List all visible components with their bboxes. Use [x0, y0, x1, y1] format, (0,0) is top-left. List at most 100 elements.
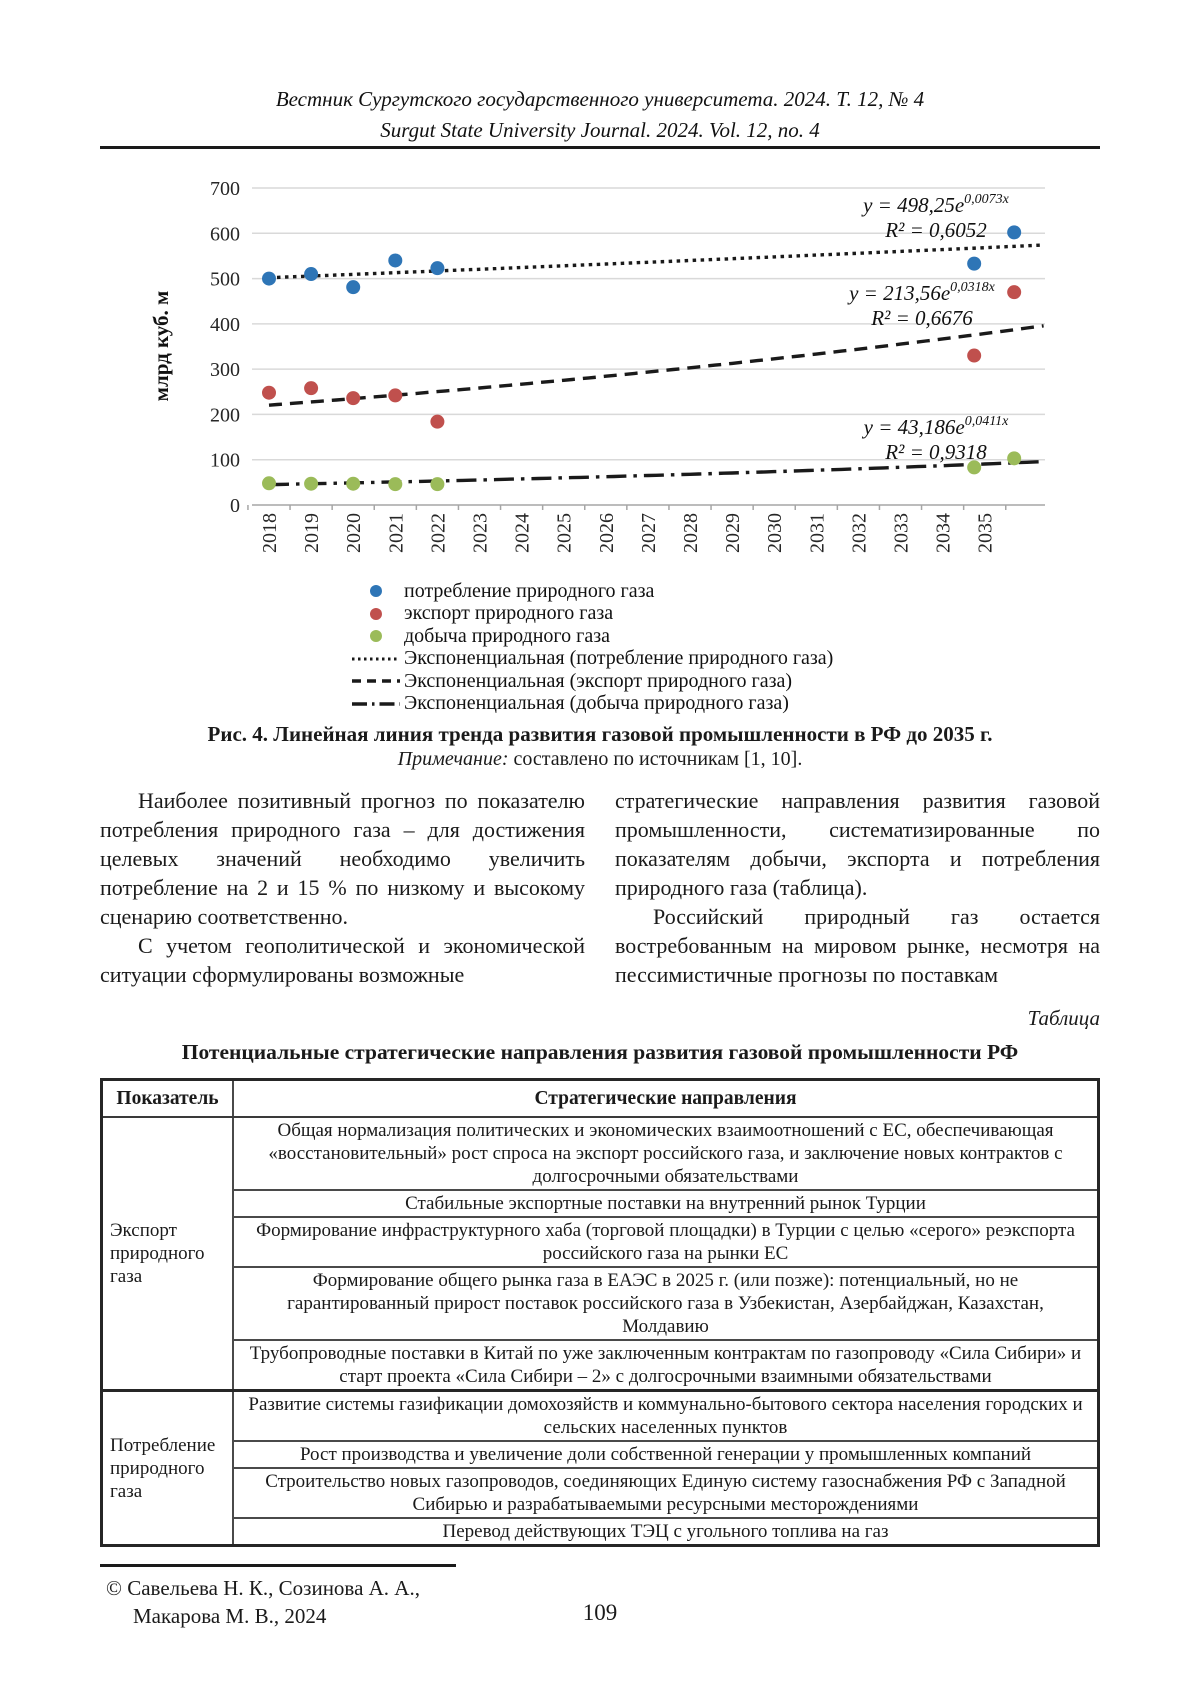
table-row: Перевод действующих ТЭЦ с угольного топл… — [102, 1517, 1100, 1547]
y-tick-label: 0 — [230, 495, 240, 517]
x-tick-label: 2025 — [554, 513, 576, 553]
trend-r-squared: R² = 0,9318 — [884, 440, 987, 464]
export-dot-icon — [348, 607, 404, 620]
direction-cell: Развитие системы газификации домохозяйст… — [232, 1389, 1100, 1442]
header-divider — [100, 146, 1100, 149]
paragraph: стратегические направления развития газо… — [615, 788, 1100, 900]
forecast-point-low — [967, 348, 982, 363]
trend-line — [268, 459, 1044, 487]
trend-r-squared: R² = 0,6052 — [884, 218, 987, 242]
y-tick-label: 500 — [210, 269, 240, 291]
data-point — [262, 385, 276, 400]
paragraph: С учетом геополитической и экономической… — [100, 933, 585, 987]
copyright-line1: © Савельева Н. К., Созинова А. А., — [106, 1576, 420, 1600]
y-tick-label: 600 — [210, 223, 240, 245]
trend-equation: y = 498,25e0,0073x — [861, 192, 1010, 217]
x-tick-label: 2029 — [722, 513, 744, 553]
forecast-point-low — [967, 460, 982, 475]
x-tick-label: 2034 — [933, 513, 955, 553]
body-column-left: Наиболее позитивный прогноз по показател… — [100, 786, 585, 989]
header-directions: Стратегические направления — [232, 1078, 1100, 1118]
journal-header: Вестник Сургутского государственного уни… — [0, 84, 1200, 146]
direction-cell: Перевод действующих ТЭЦ с угольного топл… — [232, 1517, 1100, 1547]
table-label: Таблица — [1027, 1006, 1100, 1030]
y-tick-label: 700 — [210, 178, 240, 200]
data-point — [388, 388, 403, 403]
data-point — [388, 253, 403, 268]
forecast-point-high — [1007, 285, 1022, 300]
trend-line — [268, 243, 1044, 280]
table-row: Формирование инфраструктурного хаба (тор… — [102, 1216, 1100, 1268]
legend-label: Экспоненциальная (потребление природного… — [404, 647, 834, 670]
data-point — [430, 414, 445, 429]
data-point — [262, 476, 276, 491]
data-point — [430, 477, 445, 492]
legend-label: потребление природного газа — [404, 579, 655, 602]
paragraph: Российский природный газ остается востре… — [615, 904, 1100, 987]
indicator-cell-consumption: Потребление природного газа — [100, 1389, 234, 1547]
y-tick-label: 100 — [210, 450, 240, 472]
dashed-line-icon — [348, 677, 404, 685]
copyright-line2: Макарова М. В., 2024 — [133, 1604, 327, 1628]
note-label: Примечание: — [397, 748, 509, 770]
journal-title-en: Surgut State University Journal. 2024. V… — [380, 118, 820, 142]
data-point — [304, 381, 319, 396]
y-tick-label: 200 — [210, 404, 240, 426]
legend-item-trend-export: Экспоненциальная (экспорт природного газ… — [348, 670, 833, 693]
data-point — [388, 477, 403, 492]
trend-equation: y = 213,56e0,0318x — [847, 280, 996, 305]
legend-item-trend-production: Экспоненциальная (добыча природного газа… — [348, 692, 833, 716]
journal-title-ru: Вестник Сургутского государственного уни… — [275, 87, 925, 111]
forecast-point-low — [967, 256, 982, 271]
x-tick-label: 2024 — [512, 513, 534, 553]
body-column-right: стратегические направления развития газо… — [615, 786, 1100, 989]
table-row: Стабильные экспортные поставки на внутре… — [102, 1189, 1100, 1218]
table-row: Строительство новых газопроводов, соедин… — [102, 1467, 1100, 1519]
data-point — [346, 476, 361, 491]
dotted-line-icon — [348, 656, 404, 662]
data-point — [304, 267, 319, 282]
direction-cell: Стабильные экспортные поставки на внутре… — [232, 1189, 1100, 1218]
header-indicator: Показатель — [100, 1078, 234, 1118]
direction-cell: Строительство новых газопроводов, соедин… — [232, 1467, 1100, 1519]
y-tick-label: 400 — [210, 314, 240, 336]
chart-legend: потребление природного газа экспорт прир… — [348, 580, 833, 715]
page-number: 109 — [582, 1600, 618, 1625]
data-point — [430, 261, 445, 276]
table-row: Экспорт природного газа Общая нормализац… — [100, 1116, 1100, 1392]
legend-item-consumption: потребление природного газа — [348, 580, 833, 603]
figure-4-chart: 0 100 200 300 400 500 600 700 млрд куб. м 2018 201… — [149, 178, 1045, 553]
data-point — [346, 391, 361, 406]
direction-cell: Трубопроводные поставки в Китай по уже з… — [232, 1339, 1100, 1392]
table-row: Рост производства и увеличение доли собс… — [102, 1440, 1100, 1469]
x-tick-label: 2018 — [259, 513, 281, 553]
indicator-cell-export: Экспорт природного газа — [100, 1116, 234, 1392]
table-row: Формирование общего рынка газа в ЕАЭС в … — [102, 1266, 1100, 1341]
production-dot-icon — [348, 630, 404, 643]
forecast-point-high — [1007, 451, 1022, 466]
x-tick-label: 2019 — [301, 513, 323, 553]
x-tick-label: 2030 — [764, 513, 786, 553]
direction-cell: Формирование общего рынка газа в ЕАЭС в … — [232, 1266, 1100, 1341]
note-text: составлено по источникам [1, 10]. — [508, 748, 803, 770]
legend-label: Экспоненциальная (добыча природного газа… — [404, 692, 789, 715]
y-tick-label: 300 — [210, 359, 240, 381]
data-point — [346, 280, 361, 295]
data-point — [304, 476, 319, 491]
legend-item-export: экспорт природного газа — [348, 602, 833, 626]
legend-label: Экспоненциальная (экспорт природного газ… — [404, 669, 793, 692]
legend-item-production: добыча природного газа — [348, 625, 833, 648]
x-tick-label: 2020 — [343, 513, 365, 553]
table-row: Трубопроводные поставки в Китай по уже з… — [102, 1339, 1100, 1392]
x-tick-label: 2026 — [596, 513, 618, 553]
table-title: Потенциальные стратегические направления… — [181, 1040, 1019, 1064]
direction-cell: Рост производства и увеличение доли собс… — [232, 1440, 1100, 1469]
x-tick-label: 2023 — [470, 513, 492, 553]
x-tick-label: 2027 — [638, 513, 660, 553]
y-axis-title: млрд куб. м — [149, 291, 173, 402]
legend-item-trend-consumption: Экспоненциальная (потребление природного… — [348, 647, 834, 671]
x-tick-label: 2032 — [848, 513, 870, 553]
x-tick-label: 2028 — [680, 513, 702, 553]
x-tick-label: 2033 — [891, 513, 913, 553]
